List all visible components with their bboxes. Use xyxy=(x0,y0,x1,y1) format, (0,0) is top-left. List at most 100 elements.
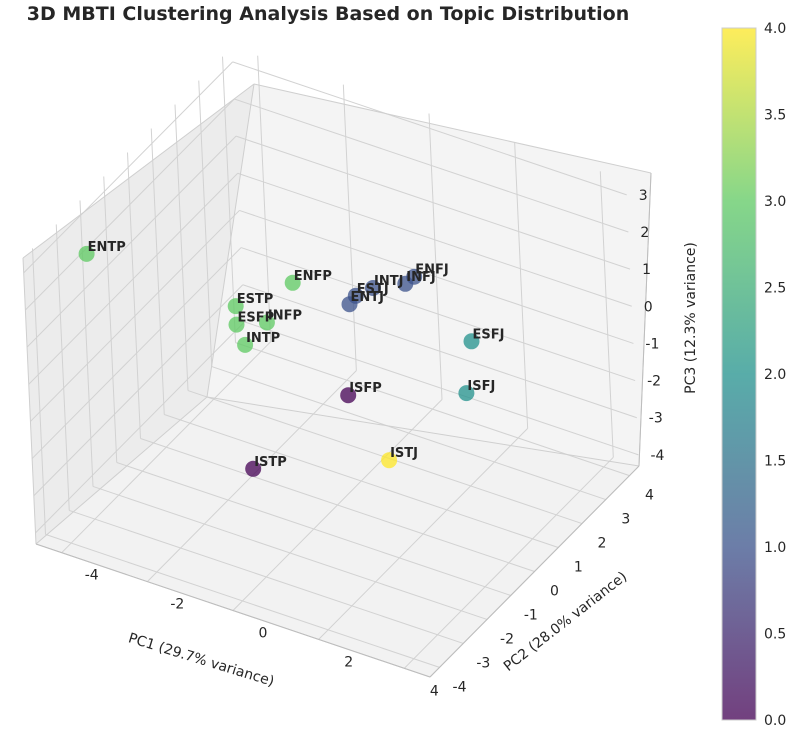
z-tick-label: -4 xyxy=(651,448,665,464)
y-tick-label: 1 xyxy=(574,560,583,576)
point-label-intj: INTJ xyxy=(374,274,403,289)
gridlines xyxy=(23,55,639,669)
point-label-intp: INTP xyxy=(246,331,280,346)
y-tick-label: -2 xyxy=(500,632,514,648)
left-pane xyxy=(23,84,254,544)
y-tick-label: 2 xyxy=(598,536,607,552)
colorbar-tick-label: 1.5 xyxy=(764,454,786,470)
y-tick-label: 3 xyxy=(621,512,630,528)
y-axis-line xyxy=(429,465,640,678)
colorbar-tick-label: 0.5 xyxy=(764,627,786,643)
point-label-istj: ISTJ xyxy=(390,446,418,461)
point-enfp xyxy=(284,274,301,291)
z-gridline-left xyxy=(33,284,244,497)
point-label-estj: ESTJ xyxy=(357,282,389,297)
point-estp xyxy=(227,298,244,315)
x-axis-ticks: -4 -2 0 2 4 xyxy=(85,568,439,700)
y-gridline-floor xyxy=(235,342,630,477)
x-axis-line xyxy=(35,543,431,678)
y-gridline-floor xyxy=(116,462,511,596)
z-tick-label: 0 xyxy=(644,299,653,315)
z-axis-line xyxy=(638,172,652,467)
z-gridline-back xyxy=(237,172,632,307)
z-gridline-left xyxy=(26,135,237,348)
point-label-esfj: ESFJ xyxy=(473,327,505,342)
point-label-istp: ISTP xyxy=(254,455,287,470)
z-gridline-left xyxy=(25,98,235,311)
y-gridline-floor xyxy=(69,509,464,644)
z-tick-label: -3 xyxy=(649,411,663,427)
z-gridline-back xyxy=(235,135,631,270)
colorbar-tick-label: 1.0 xyxy=(764,540,786,556)
point-label-entp: ENTP xyxy=(88,240,126,255)
point-isfp xyxy=(340,387,357,404)
x-gridline-back xyxy=(514,142,529,429)
pane-edge xyxy=(22,257,37,545)
y-tick-label: 0 xyxy=(550,584,559,600)
colorbar-tick-label: 3.0 xyxy=(764,194,786,210)
x-gridline-back xyxy=(342,84,357,371)
z-gridline-left xyxy=(35,321,245,534)
pane-edge xyxy=(35,396,208,545)
x-tick-label: -4 xyxy=(85,568,99,584)
y-gridline-floor xyxy=(45,533,440,668)
colorbar-tick-label: 0.0 xyxy=(764,713,786,729)
point-infj xyxy=(397,275,414,292)
z-axis-ticks: -4 -3 -2 -1 0 1 2 3 xyxy=(639,188,665,464)
point-infp xyxy=(258,314,275,331)
z-gridline-back xyxy=(234,98,629,233)
point-label-enfj: ENFJ xyxy=(415,263,448,278)
point-label-enfp: ENFP xyxy=(294,269,332,284)
colorbar: 0.0 0.5 1.0 1.5 2.0 2.5 3.0 3.5 4.0 xyxy=(721,21,786,729)
pane-edge xyxy=(206,83,255,398)
colorbar-tick-label: 2.5 xyxy=(764,281,786,297)
point-entp xyxy=(78,245,95,262)
y-tick-label: -4 xyxy=(453,679,467,695)
point-istj xyxy=(381,452,398,469)
pane-edge xyxy=(22,83,255,259)
x-axis-label: PC1 (29.7% variance) xyxy=(126,630,276,690)
y-tick-label: 4 xyxy=(645,488,654,504)
colorbar-tick-label: 4.0 xyxy=(764,21,786,37)
point-istp xyxy=(245,460,262,477)
z-gridline-back xyxy=(242,284,637,419)
y-gridline-floor xyxy=(92,485,488,620)
point-intj xyxy=(365,280,381,296)
x-tick-label: -2 xyxy=(170,597,184,613)
colorbar-tick-label: 2.0 xyxy=(764,367,786,383)
x-gridline-back xyxy=(599,171,614,458)
y-tick-label: -3 xyxy=(476,655,490,671)
z-tick-label: -2 xyxy=(647,374,661,390)
point-label-estp: ESTP xyxy=(237,292,274,307)
x-tick-label: 0 xyxy=(259,626,268,642)
y-tick-label: -1 xyxy=(524,608,538,624)
z-gridline-back xyxy=(240,247,636,382)
point-label-infj: INFJ xyxy=(406,270,435,285)
z-tick-label: 1 xyxy=(642,262,651,278)
z-gridline-left xyxy=(23,61,234,274)
pane-edge xyxy=(206,396,640,467)
axis-lines xyxy=(22,83,652,678)
z-gridline-left xyxy=(31,247,242,459)
chart-title: 3D MBTI Clustering Analysis Based on Top… xyxy=(27,3,629,25)
x-tick-label: 4 xyxy=(430,683,439,699)
point-isfj xyxy=(458,385,475,402)
colorbar-tick-label: 3.5 xyxy=(764,108,786,124)
z-axis-label: PC3 (12.3% variance) xyxy=(683,242,699,394)
point-esfp xyxy=(228,316,245,333)
point-label-isfp: ISFP xyxy=(349,381,382,396)
z-gridline-left xyxy=(28,172,239,385)
z-tick-label: 3 xyxy=(639,188,648,204)
point-entj xyxy=(341,296,358,313)
point-label-isfj: ISFJ xyxy=(467,379,495,394)
point-esfj xyxy=(463,333,480,350)
z-tick-label: 2 xyxy=(640,225,649,241)
y-gridline-floor xyxy=(211,366,606,501)
z-gridline-back xyxy=(239,209,634,344)
x-tick-label: 2 xyxy=(344,654,353,670)
y-gridline-floor xyxy=(164,414,559,548)
point-label-entj: ENTJ xyxy=(351,290,384,305)
z-gridline-back xyxy=(244,321,639,456)
